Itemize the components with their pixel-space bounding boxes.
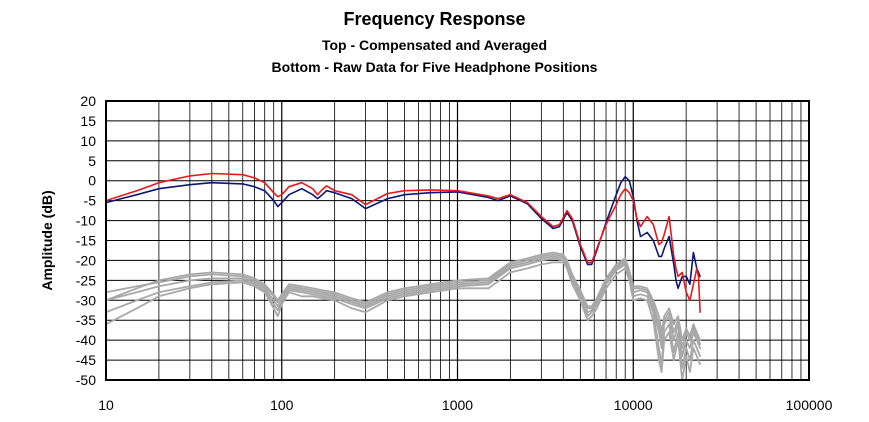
chart-title: Frequency Response — [343, 9, 526, 29]
x-tick-label: 10000 — [614, 397, 653, 413]
y-tick-label: 5 — [88, 153, 96, 169]
x-tick-label: 10 — [98, 397, 114, 413]
grid-layer — [105, 100, 810, 381]
series-line-3 — [105, 257, 701, 369]
x-tick-label: 100000 — [786, 397, 833, 413]
series-layer — [105, 172, 701, 381]
y-axis-label: Amplitude (dB) — [39, 190, 55, 290]
series-line-1 — [105, 175, 701, 290]
x-tick-label: 100 — [270, 397, 294, 413]
series-line-6 — [105, 251, 701, 342]
y-tick-label: -30 — [76, 292, 96, 308]
series-line-2 — [105, 261, 701, 381]
y-tick-label: 15 — [80, 113, 96, 129]
y-tick-label: 0 — [88, 173, 96, 189]
y-tick-label: -25 — [76, 272, 96, 288]
y-tick-label: 20 — [80, 93, 96, 109]
y-tick-label: -35 — [76, 312, 96, 328]
series-line-5 — [105, 253, 701, 350]
y-tick-label: -20 — [76, 252, 96, 268]
series-line-4 — [105, 255, 701, 358]
y-tick-label: -40 — [76, 332, 96, 348]
plot-frame — [105, 100, 810, 381]
y-tick-label: 10 — [80, 133, 96, 149]
y-tick-label: -15 — [76, 233, 96, 249]
y-tick-labels: 20 15 10 5 0 -5 -10 -15 -20 -25 -30 -35 -40 -45 -50 — [76, 93, 96, 388]
x-tick-labels: 10 100 1000 10000 100000 — [98, 397, 832, 413]
y-tick-label: -45 — [76, 352, 96, 368]
y-tick-label: -5 — [84, 193, 97, 209]
x-tick-label: 1000 — [442, 397, 473, 413]
y-tick-label: -10 — [76, 213, 96, 229]
series-line-0 — [105, 172, 701, 314]
y-tick-label: -50 — [76, 372, 96, 388]
chart-subtitle-bottom: Bottom - Raw Data for Five Headphone Pos… — [271, 59, 598, 75]
chart-subtitle-top: Top - Compensated and Averaged — [321, 37, 548, 53]
